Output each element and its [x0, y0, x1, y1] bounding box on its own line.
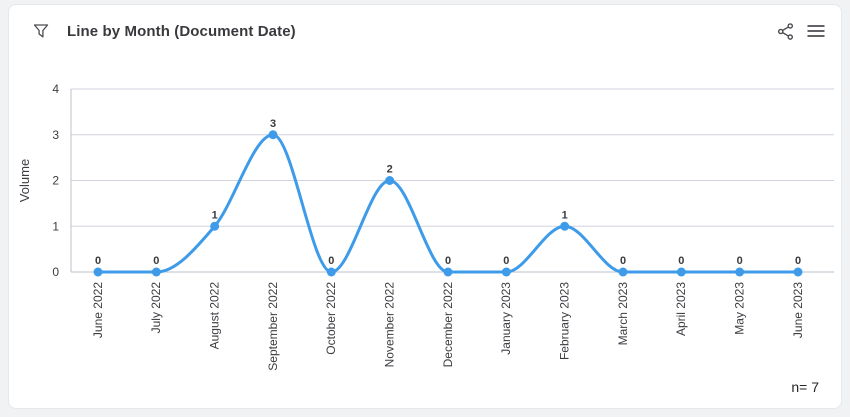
card-header: Line by Month (Document Date)	[9, 5, 841, 43]
svg-text:2: 2	[387, 164, 393, 176]
svg-text:Volume: Volume	[17, 159, 32, 202]
svg-text:0: 0	[328, 255, 334, 267]
svg-text:0: 0	[737, 255, 743, 267]
svg-text:0: 0	[52, 265, 59, 279]
svg-text:2: 2	[52, 174, 59, 188]
svg-text:August 2022: August 2022	[208, 282, 222, 350]
svg-text:3: 3	[52, 128, 59, 142]
svg-text:May 2023: May 2023	[733, 282, 747, 335]
svg-text:1: 1	[52, 219, 59, 233]
svg-text:March 2023: March 2023	[616, 282, 630, 346]
svg-text:February 2023: February 2023	[558, 282, 572, 360]
svg-text:April 2023: April 2023	[674, 282, 688, 336]
svg-text:October 2022: October 2022	[324, 282, 338, 355]
svg-text:1: 1	[212, 209, 218, 221]
svg-text:0: 0	[153, 255, 159, 267]
chart-card: Line by Month (Document Date) 0 1 2 3 4 Volum…	[8, 4, 842, 409]
line-chart: 0 1 2 3 4 Volume 0 June 2022 0 July 2022 1 August 2…	[17, 82, 834, 371]
svg-text:3: 3	[270, 118, 276, 130]
svg-text:December 2022: December 2022	[441, 282, 455, 368]
svg-text:1: 1	[562, 209, 568, 221]
svg-text:0: 0	[503, 255, 509, 267]
svg-text:4: 4	[52, 82, 59, 96]
svg-text:June 2022: June 2022	[91, 282, 105, 338]
chart-title: Line by Month (Document Date)	[67, 22, 296, 40]
sample-count-label: n= 7	[791, 379, 819, 395]
svg-text:September 2022: September 2022	[266, 282, 280, 371]
svg-text:June 2023: June 2023	[791, 282, 805, 338]
svg-text:0: 0	[678, 255, 684, 267]
svg-text:0: 0	[95, 255, 101, 267]
svg-text:0: 0	[620, 255, 626, 267]
svg-text:July 2022: July 2022	[149, 282, 163, 334]
svg-text:January 2023: January 2023	[499, 282, 513, 355]
menu-icon[interactable]	[804, 19, 828, 43]
svg-text:0: 0	[795, 255, 801, 267]
svg-text:November 2022: November 2022	[383, 282, 397, 368]
share-icon[interactable]	[773, 19, 797, 43]
chart-area: 0 1 2 3 4 Volume 0 June 2022 0 July 2022 1 August 2…	[9, 65, 843, 392]
svg-text:0: 0	[445, 255, 451, 267]
filter-funnel-icon[interactable]	[29, 19, 53, 43]
